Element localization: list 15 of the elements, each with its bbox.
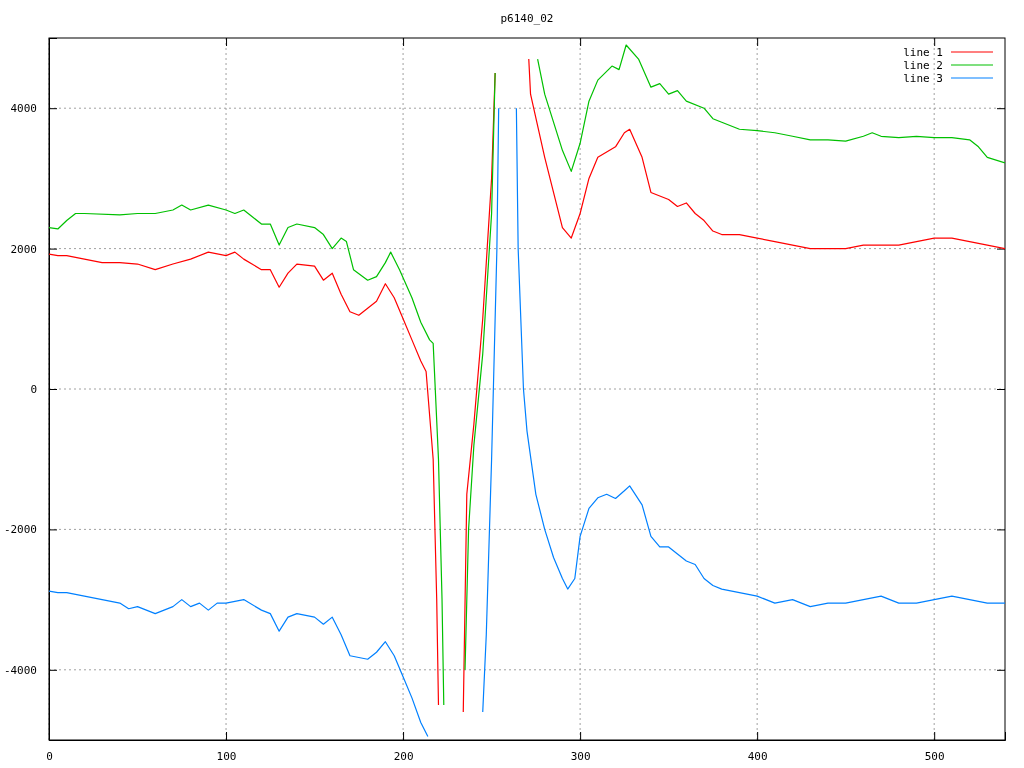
- legend-label: line 1: [903, 45, 943, 59]
- chart-title: p6140_02: [500, 12, 554, 25]
- y-tick-label: -4000: [3, 663, 37, 677]
- x-tick-label: 500: [924, 749, 945, 763]
- x-tick-label: 100: [216, 749, 237, 763]
- x-tick-label: 400: [747, 749, 768, 763]
- x-tick-label: 300: [570, 749, 591, 763]
- y-tick-label: 4000: [10, 102, 37, 116]
- x-tick-label: 0: [46, 749, 53, 763]
- legend-label: line 2: [903, 58, 943, 72]
- y-tick-label: 0: [30, 383, 37, 397]
- y-tick-label: 2000: [10, 242, 37, 256]
- y-tick-label: -2000: [3, 523, 37, 537]
- x-tick-label: 200: [393, 749, 414, 763]
- legend-label: line 3: [903, 71, 943, 85]
